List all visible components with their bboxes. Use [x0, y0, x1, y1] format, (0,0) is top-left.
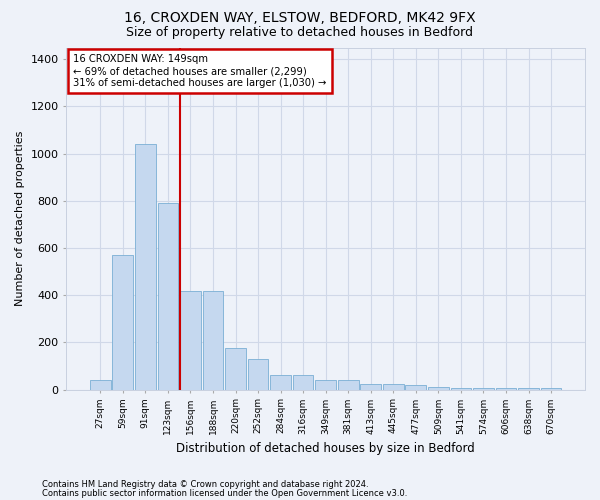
Bar — [225, 348, 246, 390]
Bar — [541, 388, 562, 390]
Bar — [180, 290, 201, 390]
Bar — [270, 376, 291, 390]
Bar — [473, 388, 494, 390]
Bar — [338, 380, 359, 390]
Text: Size of property relative to detached houses in Bedford: Size of property relative to detached ho… — [127, 26, 473, 39]
Bar — [90, 380, 110, 390]
Bar — [383, 384, 404, 390]
Bar — [496, 388, 517, 390]
Text: 16, CROXDEN WAY, ELSTOW, BEDFORD, MK42 9FX: 16, CROXDEN WAY, ELSTOW, BEDFORD, MK42 9… — [124, 11, 476, 25]
Bar — [428, 388, 449, 390]
Bar — [518, 388, 539, 390]
Bar — [135, 144, 156, 390]
Bar — [406, 386, 426, 390]
Y-axis label: Number of detached properties: Number of detached properties — [15, 131, 25, 306]
X-axis label: Distribution of detached houses by size in Bedford: Distribution of detached houses by size … — [176, 442, 475, 455]
Bar — [203, 290, 223, 390]
Bar — [293, 376, 313, 390]
Bar — [158, 203, 178, 390]
Bar — [315, 380, 336, 390]
Bar — [361, 384, 381, 390]
Text: Contains HM Land Registry data © Crown copyright and database right 2024.: Contains HM Land Registry data © Crown c… — [42, 480, 368, 489]
Text: Contains public sector information licensed under the Open Government Licence v3: Contains public sector information licen… — [42, 489, 407, 498]
Bar — [248, 359, 268, 390]
Text: 16 CROXDEN WAY: 149sqm
← 69% of detached houses are smaller (2,299)
31% of semi-: 16 CROXDEN WAY: 149sqm ← 69% of detached… — [73, 54, 326, 88]
Bar — [451, 388, 471, 390]
Bar — [112, 255, 133, 390]
